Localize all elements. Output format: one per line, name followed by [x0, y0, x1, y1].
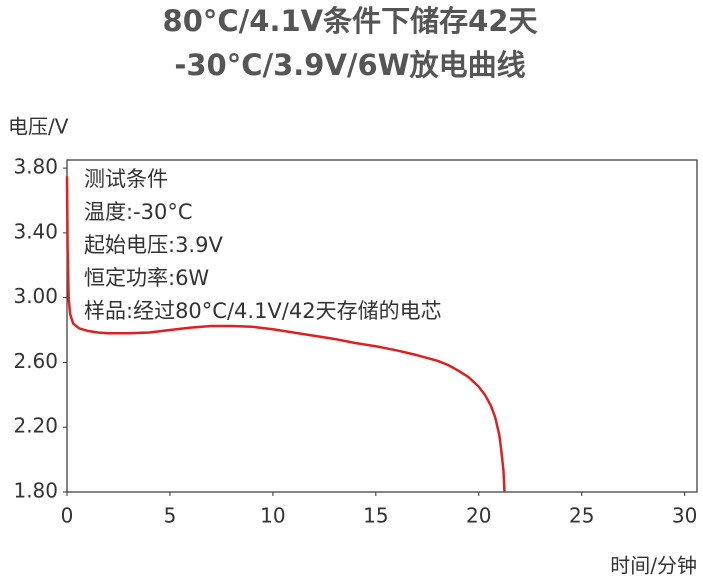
- x-tick-label: 10: [260, 504, 285, 528]
- y-tick-label: 3.80: [13, 155, 58, 179]
- x-tick-label: 20: [466, 504, 491, 528]
- x-tick-label: 30: [672, 504, 697, 528]
- annotation: 测试条件: [84, 167, 168, 191]
- chart-title: 80°C/4.1V条件下储存42天: [163, 4, 538, 38]
- y-tick-label: 3.40: [13, 219, 58, 243]
- voltage-curve: [65, 176, 506, 493]
- x-tick-label: 25: [569, 504, 594, 528]
- y-tick-label: 2.60: [13, 349, 58, 373]
- annotation: 起始电压:3.9V: [84, 233, 223, 257]
- y-axis-label: 电压/V: [8, 115, 69, 139]
- x-tick-label: 15: [363, 504, 388, 528]
- x-tick-label: 5: [164, 504, 177, 528]
- y-tick-label: 1.80: [13, 479, 58, 503]
- y-tick-label: 3.00: [13, 284, 58, 308]
- chart-title: -30°C/3.9V/6W放电曲线: [174, 48, 525, 82]
- annotation: 温度:-30°C: [84, 200, 193, 224]
- annotation: 恒定功率:6W: [84, 266, 209, 290]
- x-tick-label: 0: [61, 504, 74, 528]
- annotation: 样品:经过80°C/4.1V/42天存储的电芯: [84, 299, 442, 323]
- y-tick-label: 2.20: [13, 414, 58, 438]
- x-axis-label: 时间/分钟: [610, 554, 697, 578]
- plot-frame: [66, 159, 698, 493]
